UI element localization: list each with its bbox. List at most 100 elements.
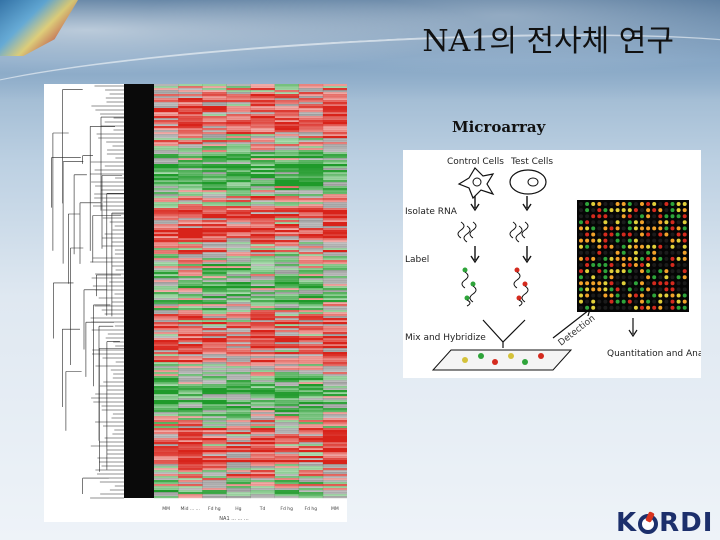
heatmap-cell xyxy=(250,94,275,97)
heatmap-cell xyxy=(250,166,275,169)
heatmap-cell xyxy=(322,400,347,403)
heatmap-cell xyxy=(178,330,203,333)
heatmap-cell xyxy=(178,122,203,125)
heatmap-cell xyxy=(226,250,251,253)
heatmap-cell xyxy=(250,392,275,395)
heatmap-cell xyxy=(226,456,251,459)
heatmap-cell xyxy=(274,164,300,167)
heatmap-cell xyxy=(202,136,227,139)
heatmap-cell xyxy=(274,234,300,237)
microarray-spot xyxy=(603,238,608,243)
heatmap-cell xyxy=(178,374,203,377)
heatmap-cell xyxy=(178,250,203,253)
heatmap-cell xyxy=(226,310,251,313)
heatmap-cell xyxy=(154,390,179,393)
microarray-label: Microarray xyxy=(452,118,546,136)
heatmap-cell xyxy=(322,188,347,191)
heatmap-cell xyxy=(322,254,347,257)
heatmap-cell xyxy=(298,314,324,317)
heatmap-cell xyxy=(202,350,227,353)
heatmap-cell xyxy=(202,102,227,105)
heatmap-cell xyxy=(322,456,347,459)
heatmap-cell xyxy=(322,128,347,131)
heatmap-cell xyxy=(298,192,324,195)
heatmap-cell xyxy=(178,316,203,319)
microarray-spot xyxy=(640,305,644,310)
heatmap-cell xyxy=(178,218,203,221)
heatmap-cell xyxy=(154,258,179,261)
heatmap-cell xyxy=(322,486,347,489)
heatmap-cell xyxy=(154,312,179,315)
heatmap-cell xyxy=(274,396,300,399)
heatmap-cell xyxy=(226,410,251,413)
microarray-spot xyxy=(627,208,632,213)
heatmap-cell xyxy=(298,496,324,499)
heatmap-cell xyxy=(202,256,227,259)
heatmap-cell xyxy=(274,376,300,379)
heatmap-cell xyxy=(322,332,347,335)
heatmap-cell xyxy=(202,410,227,413)
heatmap-cell xyxy=(226,452,251,455)
heatmap-cell xyxy=(178,164,203,167)
microarray-spot xyxy=(603,256,608,261)
heatmap-cell xyxy=(202,298,227,301)
microarray-spot xyxy=(664,287,669,292)
heatmap-cell xyxy=(154,360,179,363)
heatmap-cell xyxy=(298,222,324,225)
heatmap-cell xyxy=(202,114,227,117)
heatmap-cell xyxy=(250,196,275,199)
heatmap-cell xyxy=(226,106,251,109)
heatmap-cell xyxy=(298,480,324,483)
heatmap-cell xyxy=(322,270,347,273)
heatmap-cell xyxy=(154,346,179,349)
microarray-spot xyxy=(646,293,651,298)
heatmap-cell xyxy=(274,136,300,139)
heatmap-cell xyxy=(178,86,203,89)
heatmap-cell xyxy=(178,152,203,155)
heatmap-cell xyxy=(322,490,347,493)
heatmap-cell xyxy=(250,106,275,109)
heatmap-cell xyxy=(202,120,227,123)
heatmap-cell xyxy=(226,254,251,257)
heatmap-cell xyxy=(202,180,227,183)
heatmap-cell xyxy=(226,380,251,383)
heatmap-cell xyxy=(250,368,275,371)
microarray-spot xyxy=(603,275,608,280)
heatmap-cell xyxy=(298,486,324,489)
heatmap-cell xyxy=(250,400,275,403)
heatmap-cell xyxy=(250,382,275,385)
heatmap-cell xyxy=(202,474,227,477)
heatmap-cell xyxy=(250,410,275,413)
heatmap-cell xyxy=(178,238,203,241)
heatmap-cell xyxy=(202,148,227,151)
heatmap-cell xyxy=(250,88,275,91)
heatmap-cell xyxy=(322,210,347,213)
heatmap-cell xyxy=(226,86,251,89)
heatmap-cell xyxy=(154,332,179,335)
heatmap-cell xyxy=(178,404,203,407)
heatmap-cell xyxy=(202,220,227,223)
heatmap-cell xyxy=(274,190,300,193)
heatmap-cell xyxy=(274,434,300,437)
heatmap-cell xyxy=(154,352,179,355)
quantitation-label: Quantitation and Analysis xyxy=(607,349,701,359)
heatmap-cell xyxy=(298,226,324,229)
microarray-spot xyxy=(627,214,632,219)
heatmap-cell xyxy=(154,164,179,167)
heatmap-cell xyxy=(274,216,300,219)
heatmap-cell xyxy=(154,186,179,189)
heatmap-cell xyxy=(178,226,203,229)
heatmap-cell xyxy=(322,326,347,329)
heatmap-cell xyxy=(250,454,275,457)
heatmap-cell xyxy=(298,234,324,237)
microarray-spot xyxy=(615,238,620,243)
heatmap-cell xyxy=(322,282,347,285)
heatmap-cell xyxy=(178,390,203,393)
heatmap-cell xyxy=(178,128,203,131)
heatmap-cell xyxy=(226,90,251,93)
heatmap-cell xyxy=(322,86,347,89)
microarray-spot xyxy=(682,293,687,298)
heatmap-cell xyxy=(202,236,227,239)
heatmap-cell xyxy=(226,494,251,497)
heatmap-cell xyxy=(250,364,275,367)
